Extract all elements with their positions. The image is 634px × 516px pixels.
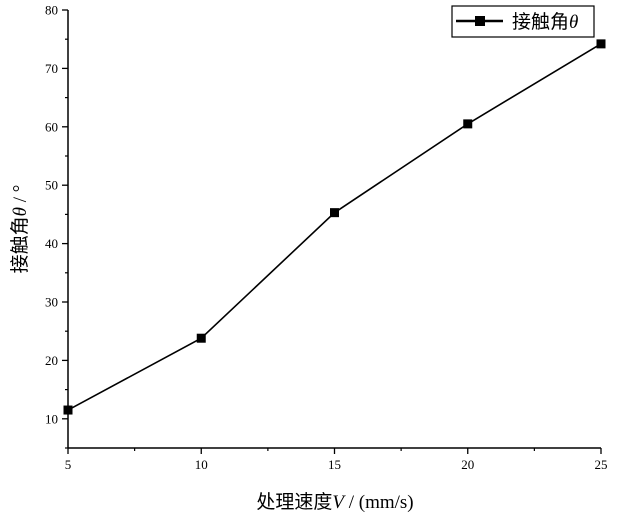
legend-label-var: θ <box>569 12 578 33</box>
x-tick-label: 10 <box>195 457 208 472</box>
y-tick-label: 80 <box>45 3 58 18</box>
y-tick-label: 10 <box>45 411 58 426</box>
x-axis-title-suffix: / (mm/s) <box>344 492 414 513</box>
x-tick-label: 25 <box>595 457 608 472</box>
x-axis-title-var: V <box>332 492 346 513</box>
y-axis-ticks: 10 20 30 40 50 60 70 80 <box>45 3 68 449</box>
series-layer <box>63 39 606 415</box>
y-axis-title-suffix: / ° <box>10 185 31 207</box>
data-point-marker <box>63 405 73 415</box>
data-point-marker <box>463 119 473 129</box>
y-axis-title: 接触角θ / ° <box>9 185 31 274</box>
y-tick-label: 30 <box>45 295 58 310</box>
legend-label: 接触角θ <box>512 11 578 33</box>
y-tick-label: 70 <box>45 61 58 76</box>
y-tick-label: 50 <box>45 178 58 193</box>
y-axis-title-var: θ <box>10 207 31 216</box>
y-tick-label: 60 <box>45 119 58 134</box>
data-point-marker <box>196 333 206 343</box>
legend-swatch-marker <box>475 16 485 26</box>
series-line <box>67 43 602 411</box>
x-tick-label: 15 <box>328 457 341 472</box>
x-tick-label: 5 <box>65 457 72 472</box>
y-axis-title-prefix: 接触角 <box>9 216 31 273</box>
x-tick-label: 20 <box>461 457 474 472</box>
x-axis-title-prefix: 处理速度 <box>256 491 332 513</box>
legend: 接触角θ <box>451 5 595 38</box>
x-axis-ticks: 5 10 15 20 25 <box>65 448 608 472</box>
legend-label-prefix: 接触角 <box>512 11 569 33</box>
data-point-marker <box>330 208 339 218</box>
y-tick-label: 20 <box>45 353 58 368</box>
x-axis-title: 处理速度V / (mm/s) <box>256 491 413 513</box>
data-point-marker <box>596 39 606 49</box>
y-tick-label: 40 <box>45 236 58 251</box>
